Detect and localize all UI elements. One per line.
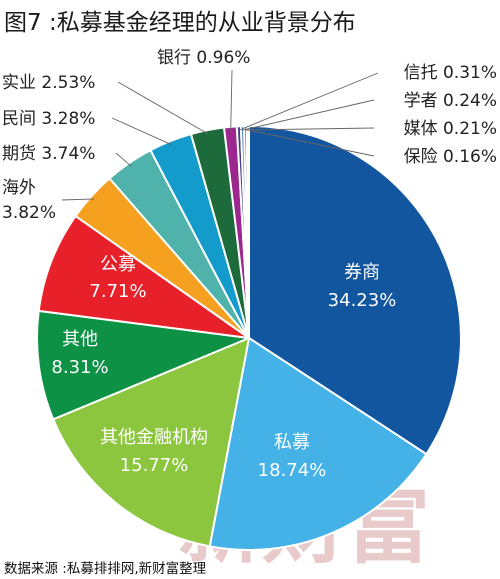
slice-label-5: 公募 — [100, 254, 136, 275]
slice-value-5: 7.71% — [89, 281, 146, 302]
slice-value-4: 8.31% — [51, 357, 108, 378]
slice-label-4: 其他 — [62, 329, 98, 350]
pie-slice-3 — [52, 337, 250, 548]
pie-slice-5 — [37, 215, 250, 339]
leader-line-10 — [230, 69, 233, 131]
slice-value-1: 34.23% — [328, 290, 397, 311]
slice-label-7: 期货 3.74% — [2, 144, 95, 164]
leader-line-8 — [111, 117, 172, 146]
pie-slice-2 — [208, 337, 428, 551]
slice-label-14: 保险 0.16% — [404, 147, 497, 167]
slice-value-3: 15.77% — [120, 455, 189, 476]
leader-line-11 — [238, 72, 379, 131]
slice-label-13: 媒体 0.21% — [404, 119, 497, 139]
leader-line-7 — [115, 152, 132, 167]
leader-line-12 — [242, 99, 375, 131]
leader-line-13 — [245, 127, 375, 131]
chart-title: 图7 :私募基金经理的从业背景分布 — [4, 10, 356, 36]
slice-label-11: 信托 0.31% — [404, 63, 497, 83]
slice-label-10: 银行 0.96% — [157, 48, 250, 68]
slice-label-9: 实业 2.53% — [2, 73, 95, 93]
leader-line-14 — [247, 129, 375, 157]
slice-label-6: 3.82% — [2, 203, 56, 223]
slice-label-3: 其他金融机构 — [100, 427, 208, 448]
slice-label-8: 民间 3.28% — [2, 109, 95, 129]
leader-line-9 — [117, 81, 209, 135]
slice-value-2: 18.74% — [258, 460, 327, 481]
slice-label-1: 券商 — [344, 262, 380, 283]
slice-label-2: 私募 — [274, 432, 310, 453]
slice-label-6: 海外 — [2, 178, 36, 198]
pie-slice-4 — [36, 309, 250, 421]
slice-label-12: 学者 0.24% — [404, 91, 497, 111]
leader-line-6 — [61, 198, 95, 201]
source-note: 数据来源 :私募排排网,新财富整理 — [4, 560, 207, 577]
